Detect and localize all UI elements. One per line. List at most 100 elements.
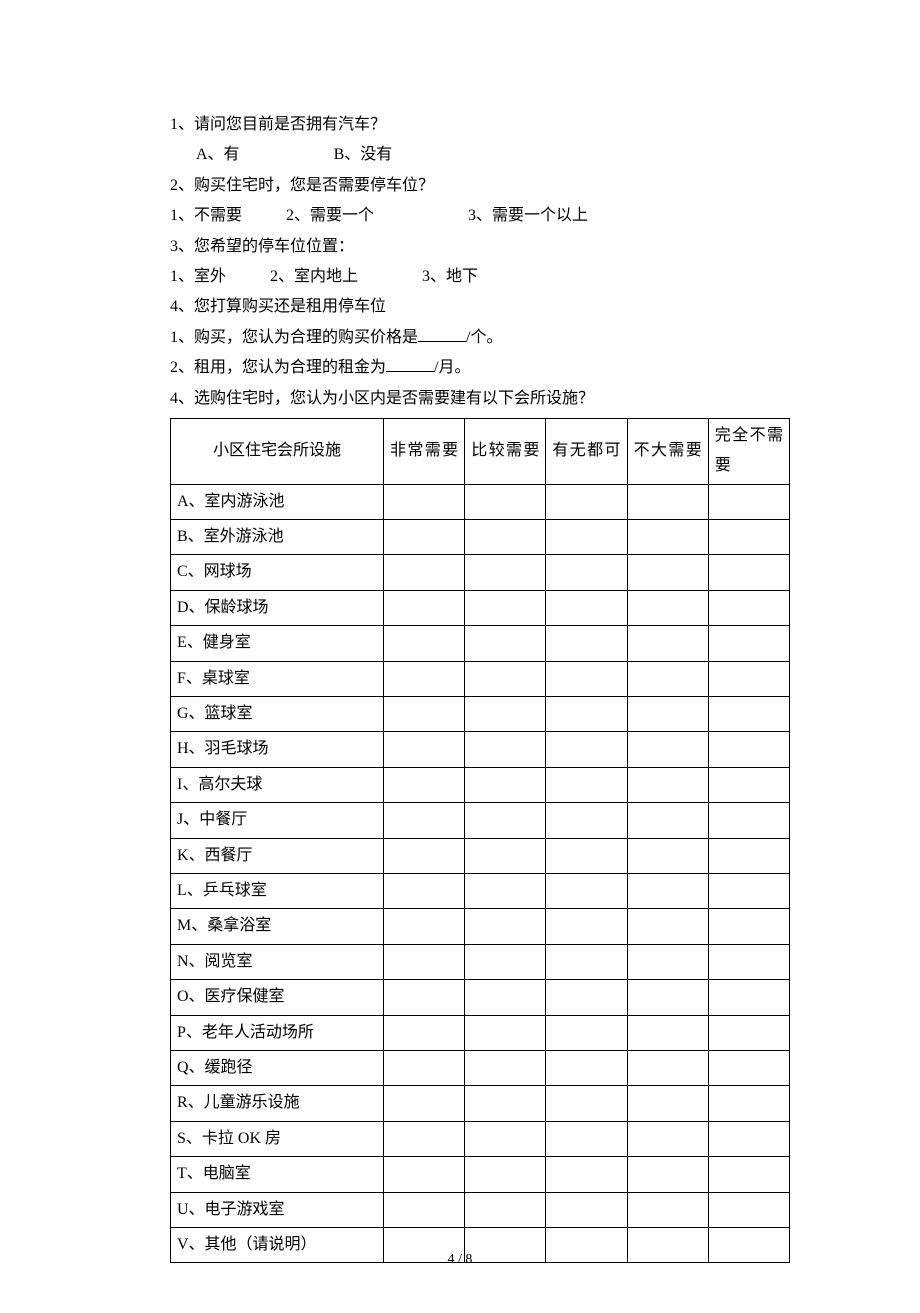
q3-opt-3[interactable]: 3、地下 <box>422 268 478 285</box>
rating-cell[interactable] <box>465 590 546 625</box>
rating-cell[interactable] <box>627 661 708 696</box>
rating-cell[interactable] <box>627 555 708 590</box>
rating-cell[interactable] <box>546 661 627 696</box>
rating-cell[interactable] <box>384 944 465 979</box>
rating-cell[interactable] <box>627 732 708 767</box>
rating-cell[interactable] <box>708 980 789 1015</box>
rating-cell[interactable] <box>627 484 708 519</box>
rating-cell[interactable] <box>384 767 465 802</box>
rating-cell[interactable] <box>708 1086 789 1121</box>
rating-cell[interactable] <box>708 626 789 661</box>
rating-cell[interactable] <box>546 909 627 944</box>
rating-cell[interactable] <box>546 1157 627 1192</box>
rating-cell[interactable] <box>708 873 789 908</box>
rating-cell[interactable] <box>546 767 627 802</box>
rating-cell[interactable] <box>627 626 708 661</box>
rating-cell[interactable] <box>627 1015 708 1050</box>
rent-blank[interactable] <box>386 355 434 372</box>
rating-cell[interactable] <box>708 944 789 979</box>
rating-cell[interactable] <box>465 1050 546 1085</box>
rating-cell[interactable] <box>546 838 627 873</box>
q1-opt-a[interactable]: A、有 <box>196 146 240 163</box>
rating-cell[interactable] <box>546 520 627 555</box>
rating-cell[interactable] <box>465 980 546 1015</box>
rating-cell[interactable] <box>546 1086 627 1121</box>
rating-cell[interactable] <box>627 697 708 732</box>
rating-cell[interactable] <box>465 697 546 732</box>
rating-cell[interactable] <box>465 661 546 696</box>
rating-cell[interactable] <box>384 555 465 590</box>
rating-cell[interactable] <box>546 590 627 625</box>
rating-cell[interactable] <box>465 1086 546 1121</box>
rating-cell[interactable] <box>546 697 627 732</box>
rating-cell[interactable] <box>384 1050 465 1085</box>
rating-cell[interactable] <box>546 626 627 661</box>
rating-cell[interactable] <box>546 1192 627 1227</box>
rating-cell[interactable] <box>627 1121 708 1156</box>
rating-cell[interactable] <box>627 909 708 944</box>
rating-cell[interactable] <box>708 590 789 625</box>
rating-cell[interactable] <box>546 944 627 979</box>
rating-cell[interactable] <box>384 838 465 873</box>
rating-cell[interactable] <box>546 1050 627 1085</box>
rating-cell[interactable] <box>708 1192 789 1227</box>
rating-cell[interactable] <box>546 484 627 519</box>
rating-cell[interactable] <box>465 520 546 555</box>
q2-opt-2[interactable]: 2、需要一个 <box>286 207 374 224</box>
rating-cell[interactable] <box>627 873 708 908</box>
rating-cell[interactable] <box>546 803 627 838</box>
q2-opt-1[interactable]: 1、不需要 <box>170 207 242 224</box>
rating-cell[interactable] <box>465 484 546 519</box>
rating-cell[interactable] <box>384 1121 465 1156</box>
rating-cell[interactable] <box>465 944 546 979</box>
rating-cell[interactable] <box>465 732 546 767</box>
rating-cell[interactable] <box>708 1015 789 1050</box>
q1-opt-b[interactable]: B、没有 <box>334 146 393 163</box>
q3-opt-2[interactable]: 2、室内地上 <box>270 268 358 285</box>
rating-cell[interactable] <box>708 732 789 767</box>
rating-cell[interactable] <box>627 1050 708 1085</box>
rating-cell[interactable] <box>627 767 708 802</box>
rating-cell[interactable] <box>627 1192 708 1227</box>
rating-cell[interactable] <box>627 1157 708 1192</box>
rating-cell[interactable] <box>546 1015 627 1050</box>
rating-cell[interactable] <box>708 1121 789 1156</box>
q2-opt-3[interactable]: 3、需要一个以上 <box>468 207 588 224</box>
rating-cell[interactable] <box>708 484 789 519</box>
rating-cell[interactable] <box>384 873 465 908</box>
rating-cell[interactable] <box>384 661 465 696</box>
rating-cell[interactable] <box>627 1086 708 1121</box>
rating-cell[interactable] <box>708 1157 789 1192</box>
rating-cell[interactable] <box>627 803 708 838</box>
rating-cell[interactable] <box>384 1086 465 1121</box>
q3-opt-1[interactable]: 1、室外 <box>170 268 226 285</box>
rating-cell[interactable] <box>384 1015 465 1050</box>
rating-cell[interactable] <box>708 838 789 873</box>
rating-cell[interactable] <box>627 590 708 625</box>
price-blank[interactable] <box>418 325 466 342</box>
rating-cell[interactable] <box>384 1192 465 1227</box>
rating-cell[interactable] <box>627 944 708 979</box>
rating-cell[interactable] <box>465 838 546 873</box>
rating-cell[interactable] <box>708 1050 789 1085</box>
rating-cell[interactable] <box>465 1192 546 1227</box>
rating-cell[interactable] <box>546 1121 627 1156</box>
rating-cell[interactable] <box>465 803 546 838</box>
rating-cell[interactable] <box>465 1121 546 1156</box>
rating-cell[interactable] <box>384 590 465 625</box>
rating-cell[interactable] <box>546 873 627 908</box>
rating-cell[interactable] <box>708 520 789 555</box>
rating-cell[interactable] <box>384 1157 465 1192</box>
rating-cell[interactable] <box>384 520 465 555</box>
rating-cell[interactable] <box>384 484 465 519</box>
rating-cell[interactable] <box>546 555 627 590</box>
rating-cell[interactable] <box>708 803 789 838</box>
rating-cell[interactable] <box>465 626 546 661</box>
rating-cell[interactable] <box>384 980 465 1015</box>
rating-cell[interactable] <box>627 980 708 1015</box>
rating-cell[interactable] <box>465 1015 546 1050</box>
rating-cell[interactable] <box>384 803 465 838</box>
rating-cell[interactable] <box>708 767 789 802</box>
rating-cell[interactable] <box>465 1157 546 1192</box>
rating-cell[interactable] <box>384 626 465 661</box>
